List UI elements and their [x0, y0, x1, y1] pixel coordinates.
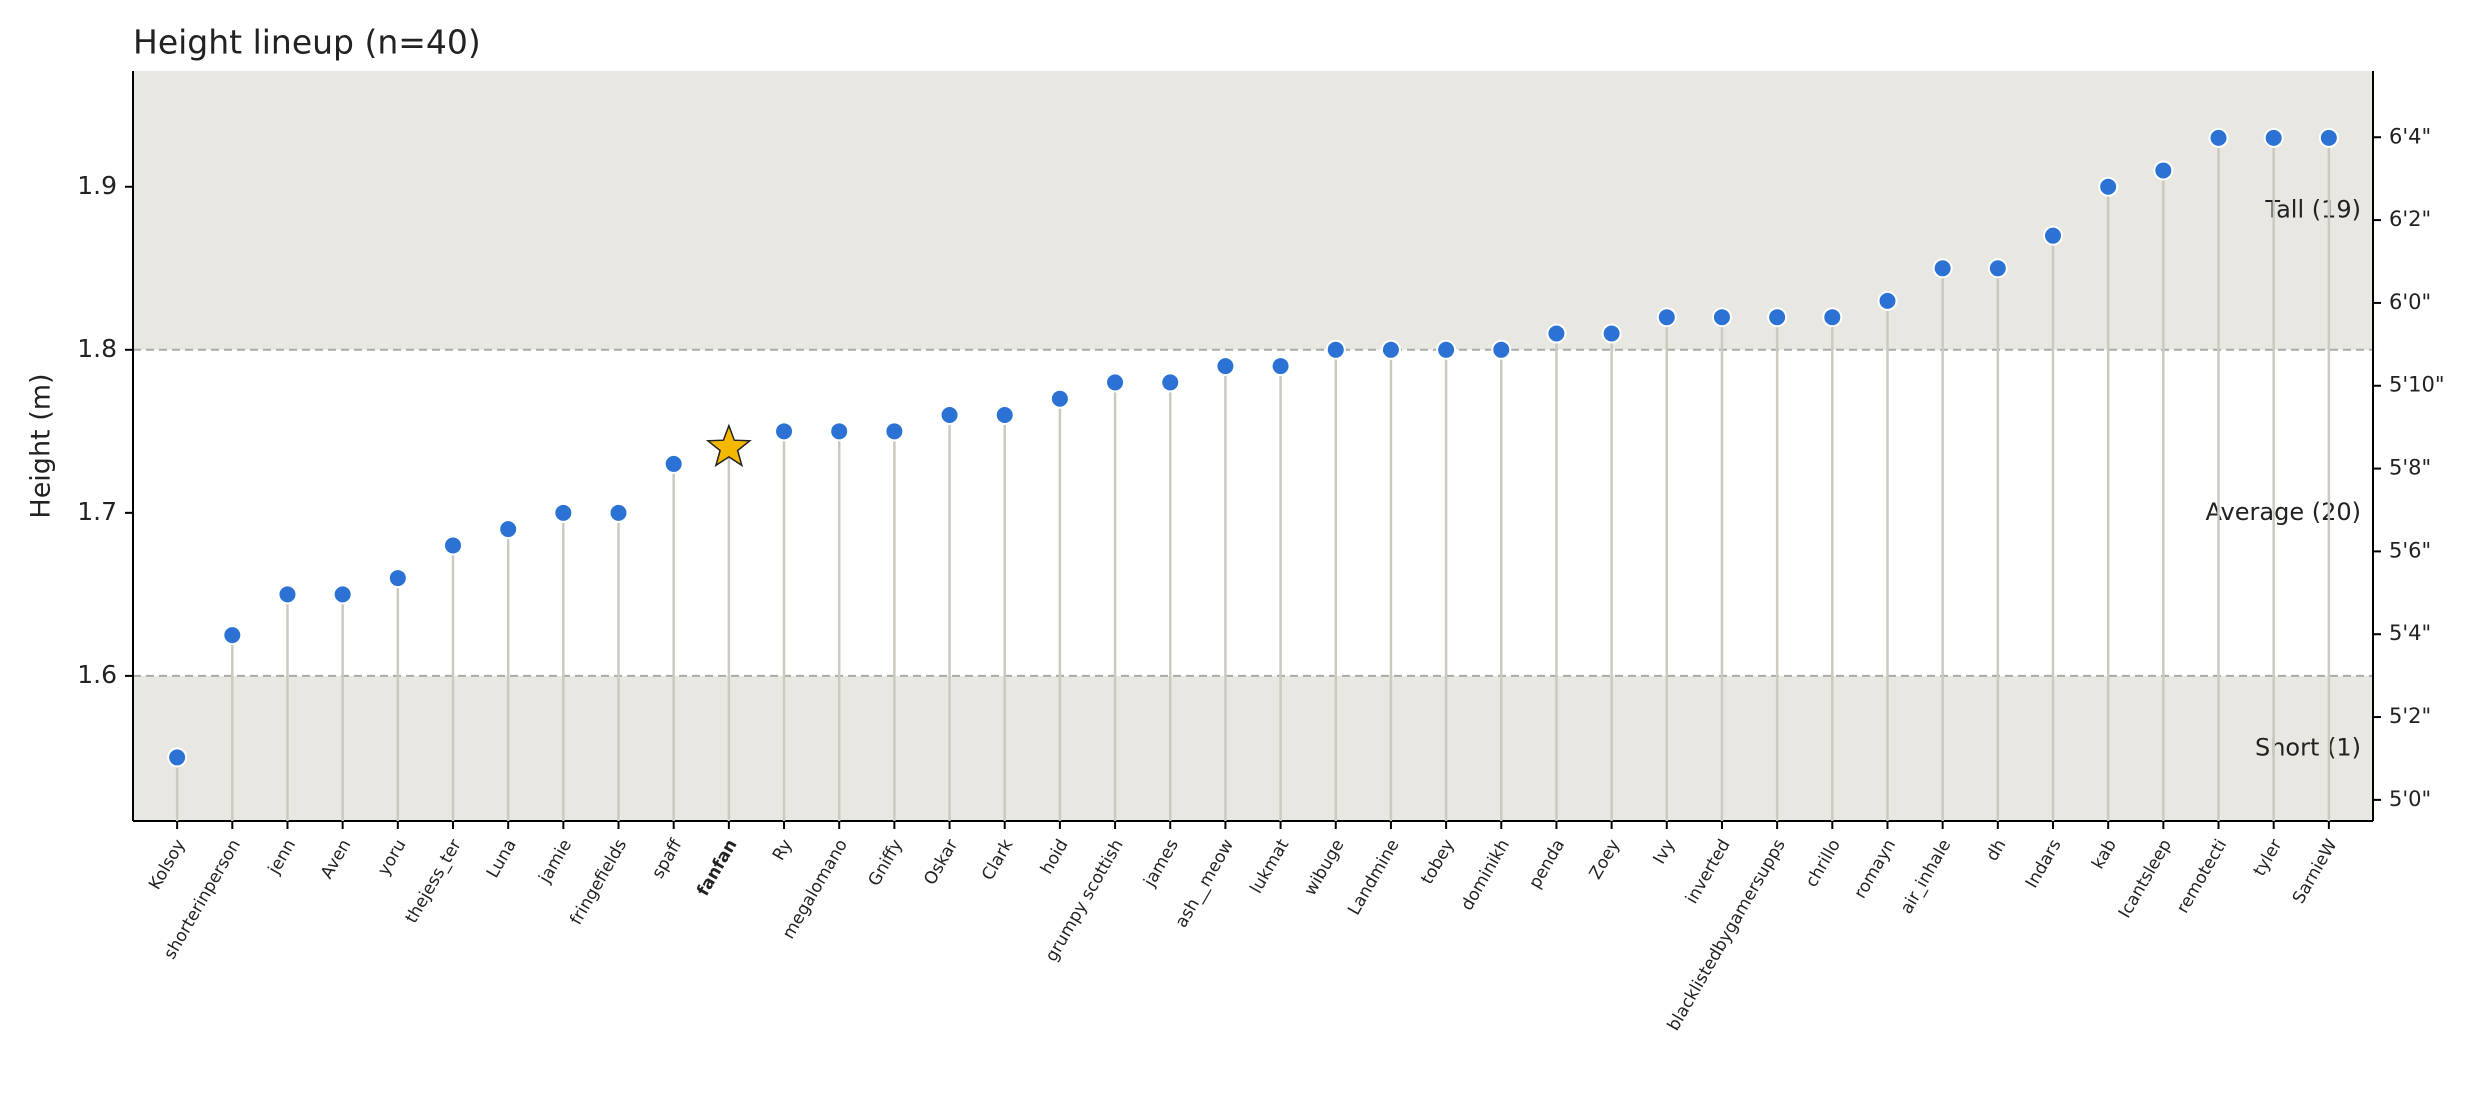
x-tick-label: SarnieW [2289, 836, 2342, 907]
x-tick-label: tyler [2250, 836, 2287, 880]
dot [1932, 258, 1953, 279]
dot [1656, 307, 1677, 328]
x-tick-label: Gniffy [864, 836, 907, 890]
x-tick-label: Indars [2022, 836, 2066, 892]
y2-tick-label: 5'8" [2389, 456, 2431, 480]
x-tick-label: wibuge [1300, 836, 1348, 899]
dot [2153, 160, 2174, 181]
band-label: Short (1) [2255, 733, 2361, 761]
dot [994, 405, 1015, 426]
y2-tick-label: 5'0" [2389, 787, 2431, 811]
dot [2043, 225, 2063, 246]
band-label: Tall (19) [2264, 195, 2361, 223]
x-tick-label: inverted [1682, 836, 1735, 907]
x-tick-label: Kolsoy [145, 836, 190, 893]
x-tick-label: kab [2088, 836, 2121, 873]
dot [1877, 290, 1898, 311]
y2-tick-label: 5'6" [2389, 538, 2431, 562]
x-tick-label: Ry [769, 836, 797, 864]
dot [2098, 176, 2119, 197]
dot [222, 625, 243, 646]
dot [443, 535, 463, 556]
dot [1049, 388, 1070, 409]
dot [1270, 356, 1291, 377]
dot [332, 584, 353, 605]
dot [387, 568, 408, 589]
x-tick-label: Luna [483, 836, 521, 882]
x-tick-label: thejess_ter [402, 836, 466, 927]
dot [884, 421, 905, 442]
y-tick-label: 1.6 [77, 660, 117, 689]
dot [1987, 258, 2008, 279]
x-tick-label: Ivy [1650, 836, 1680, 868]
band [133, 71, 2373, 350]
x-tick-label: Aven [317, 836, 355, 882]
y-tick-label: 1.7 [77, 497, 117, 526]
dot [1215, 356, 1236, 377]
x-tick-label: Zoey [1586, 836, 1625, 883]
dot [774, 421, 795, 442]
x-tick-label: fanfan [693, 836, 741, 900]
x-tick-label: dominikh [1457, 836, 1514, 914]
x-tick-label: Landmine [1344, 836, 1403, 919]
dot [1767, 307, 1788, 328]
dot [2263, 127, 2284, 148]
x-tick-label: lukmat [1246, 836, 1293, 897]
band-label: Average (20) [2206, 498, 2361, 526]
dot [553, 502, 574, 523]
dot [1601, 323, 1622, 344]
x-tick-label: yoru [374, 836, 410, 879]
x-tick-label: jenn [264, 836, 300, 879]
y-axis-label: Height (m) [26, 373, 57, 518]
highlight-star [705, 423, 752, 468]
dot [1711, 307, 1732, 328]
x-tick-label: spaff [648, 835, 687, 882]
y2-tick-label: 5'2" [2389, 704, 2431, 728]
x-tick-label: tobey [1417, 836, 1459, 888]
x-tick-label: fringefields [566, 836, 631, 929]
dot [498, 519, 519, 540]
dot [1491, 339, 1512, 360]
dot [829, 421, 850, 442]
x-tick-label: romayn [1850, 836, 1900, 902]
dot [2318, 127, 2339, 148]
x-tick-label: chrillo [1802, 836, 1845, 891]
x-tick-label: james [1140, 836, 1183, 891]
dot [1436, 339, 1457, 360]
dot [663, 453, 684, 474]
x-tick-label: remotecti [2173, 836, 2231, 917]
y2-tick-label: 6'4" [2389, 124, 2431, 148]
x-tick-label: Icantsleep [2115, 836, 2176, 922]
dot [2208, 127, 2229, 148]
y-tick-label: 1.8 [77, 334, 117, 363]
dot [939, 405, 960, 426]
y2-tick-label: 6'0" [2389, 290, 2431, 314]
dot [167, 747, 188, 768]
dot [608, 502, 629, 523]
dot [277, 584, 298, 605]
y-tick-label: 1.9 [77, 171, 117, 200]
x-tick-label: air_inhale [1897, 836, 1956, 917]
band [133, 675, 2373, 821]
x-tick-label: penda [1525, 836, 1569, 892]
dot [1325, 339, 1346, 360]
x-tick-label: dh [1982, 836, 2010, 865]
y2-tick-label: 5'4" [2389, 621, 2431, 645]
band [133, 349, 2373, 676]
dot [1160, 372, 1181, 393]
dot [1822, 307, 1843, 328]
x-tick-label: blacklistedbygamersupps [1664, 836, 1790, 1034]
chart-title: Height lineup (n=40) [133, 23, 481, 62]
x-tick-label: Clark [978, 836, 1017, 884]
x-tick-label: ash__meow [1172, 836, 1239, 931]
dot [1380, 339, 1401, 360]
dot [1546, 323, 1567, 344]
x-tick-label: hoid [1037, 836, 1073, 878]
x-tick-label: Oskar [920, 836, 962, 889]
x-tick-label: jamie [535, 836, 576, 887]
y2-tick-label: 6'2" [2389, 207, 2431, 231]
dot [1105, 372, 1126, 393]
y2-tick-label: 5'10" [2389, 373, 2445, 397]
